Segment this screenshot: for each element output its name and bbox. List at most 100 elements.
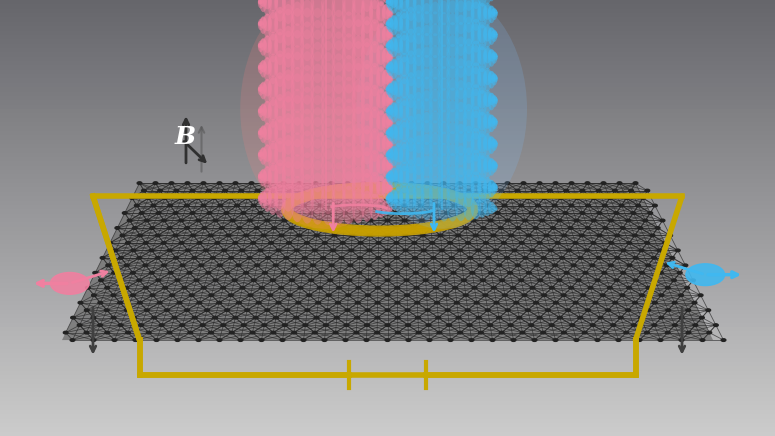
- Circle shape: [115, 227, 119, 229]
- Ellipse shape: [258, 65, 264, 69]
- Ellipse shape: [274, 184, 286, 218]
- Ellipse shape: [386, 52, 392, 60]
- Circle shape: [368, 219, 373, 222]
- Ellipse shape: [390, 190, 398, 210]
- Ellipse shape: [446, 144, 459, 178]
- Ellipse shape: [463, 191, 474, 220]
- Circle shape: [191, 189, 195, 192]
- Ellipse shape: [268, 164, 278, 193]
- Ellipse shape: [413, 77, 425, 110]
- Circle shape: [415, 317, 420, 319]
- Ellipse shape: [390, 167, 398, 182]
- Ellipse shape: [310, 160, 325, 203]
- Circle shape: [606, 309, 611, 311]
- Ellipse shape: [470, 23, 481, 53]
- Ellipse shape: [487, 158, 495, 170]
- Circle shape: [658, 339, 663, 341]
- Circle shape: [578, 317, 583, 319]
- Circle shape: [357, 256, 362, 259]
- Circle shape: [583, 272, 587, 274]
- Ellipse shape: [332, 31, 346, 72]
- Ellipse shape: [483, 155, 491, 172]
- Ellipse shape: [394, 0, 403, 17]
- Circle shape: [558, 197, 563, 199]
- Circle shape: [586, 204, 591, 207]
- Ellipse shape: [300, 7, 314, 49]
- Circle shape: [636, 204, 641, 207]
- Circle shape: [350, 234, 354, 237]
- Ellipse shape: [429, 0, 442, 25]
- Ellipse shape: [399, 78, 409, 106]
- Ellipse shape: [386, 74, 392, 82]
- Ellipse shape: [455, 124, 467, 156]
- Ellipse shape: [361, 103, 373, 135]
- Ellipse shape: [494, 53, 498, 61]
- Ellipse shape: [274, 32, 286, 65]
- Ellipse shape: [455, 0, 467, 25]
- Ellipse shape: [382, 135, 390, 156]
- Ellipse shape: [455, 146, 467, 177]
- Circle shape: [344, 197, 349, 199]
- Ellipse shape: [382, 26, 390, 47]
- Ellipse shape: [477, 43, 487, 65]
- Ellipse shape: [332, 0, 346, 17]
- Ellipse shape: [429, 67, 442, 102]
- Ellipse shape: [429, 120, 442, 156]
- Ellipse shape: [282, 161, 294, 198]
- Circle shape: [416, 331, 421, 334]
- Circle shape: [294, 249, 299, 252]
- Circle shape: [281, 339, 285, 341]
- Ellipse shape: [394, 34, 403, 53]
- Ellipse shape: [274, 119, 286, 153]
- Circle shape: [255, 264, 260, 267]
- Circle shape: [541, 331, 546, 334]
- Circle shape: [518, 279, 523, 282]
- Ellipse shape: [483, 26, 491, 48]
- Ellipse shape: [394, 164, 403, 184]
- Circle shape: [285, 204, 290, 207]
- Ellipse shape: [438, 165, 450, 200]
- Ellipse shape: [369, 87, 380, 118]
- Circle shape: [653, 204, 657, 207]
- Ellipse shape: [258, 106, 264, 117]
- Circle shape: [646, 309, 650, 311]
- Ellipse shape: [477, 68, 487, 94]
- Ellipse shape: [470, 106, 481, 132]
- Circle shape: [190, 212, 195, 215]
- Ellipse shape: [386, 137, 392, 152]
- Circle shape: [345, 182, 350, 184]
- Ellipse shape: [352, 85, 365, 123]
- Ellipse shape: [260, 38, 267, 56]
- Ellipse shape: [477, 0, 487, 7]
- Circle shape: [174, 189, 179, 192]
- Ellipse shape: [282, 9, 294, 46]
- Circle shape: [357, 272, 362, 274]
- Circle shape: [255, 189, 260, 192]
- Ellipse shape: [405, 137, 416, 165]
- Circle shape: [621, 227, 625, 229]
- Ellipse shape: [487, 49, 495, 61]
- Circle shape: [568, 227, 573, 229]
- Ellipse shape: [386, 85, 391, 95]
- Circle shape: [192, 317, 197, 319]
- Circle shape: [366, 294, 370, 296]
- Ellipse shape: [376, 197, 386, 218]
- Circle shape: [489, 182, 494, 184]
- Circle shape: [683, 264, 687, 267]
- Circle shape: [659, 272, 663, 274]
- Ellipse shape: [352, 19, 365, 58]
- Ellipse shape: [477, 133, 487, 160]
- Ellipse shape: [263, 123, 272, 140]
- Circle shape: [401, 189, 406, 192]
- Circle shape: [229, 331, 234, 334]
- Circle shape: [188, 331, 192, 334]
- Circle shape: [233, 317, 238, 319]
- Ellipse shape: [332, 97, 346, 138]
- Circle shape: [140, 212, 144, 215]
- Ellipse shape: [352, 79, 365, 114]
- Ellipse shape: [321, 8, 336, 51]
- Circle shape: [224, 212, 229, 215]
- Circle shape: [137, 301, 142, 304]
- Circle shape: [452, 204, 456, 207]
- Circle shape: [164, 309, 169, 311]
